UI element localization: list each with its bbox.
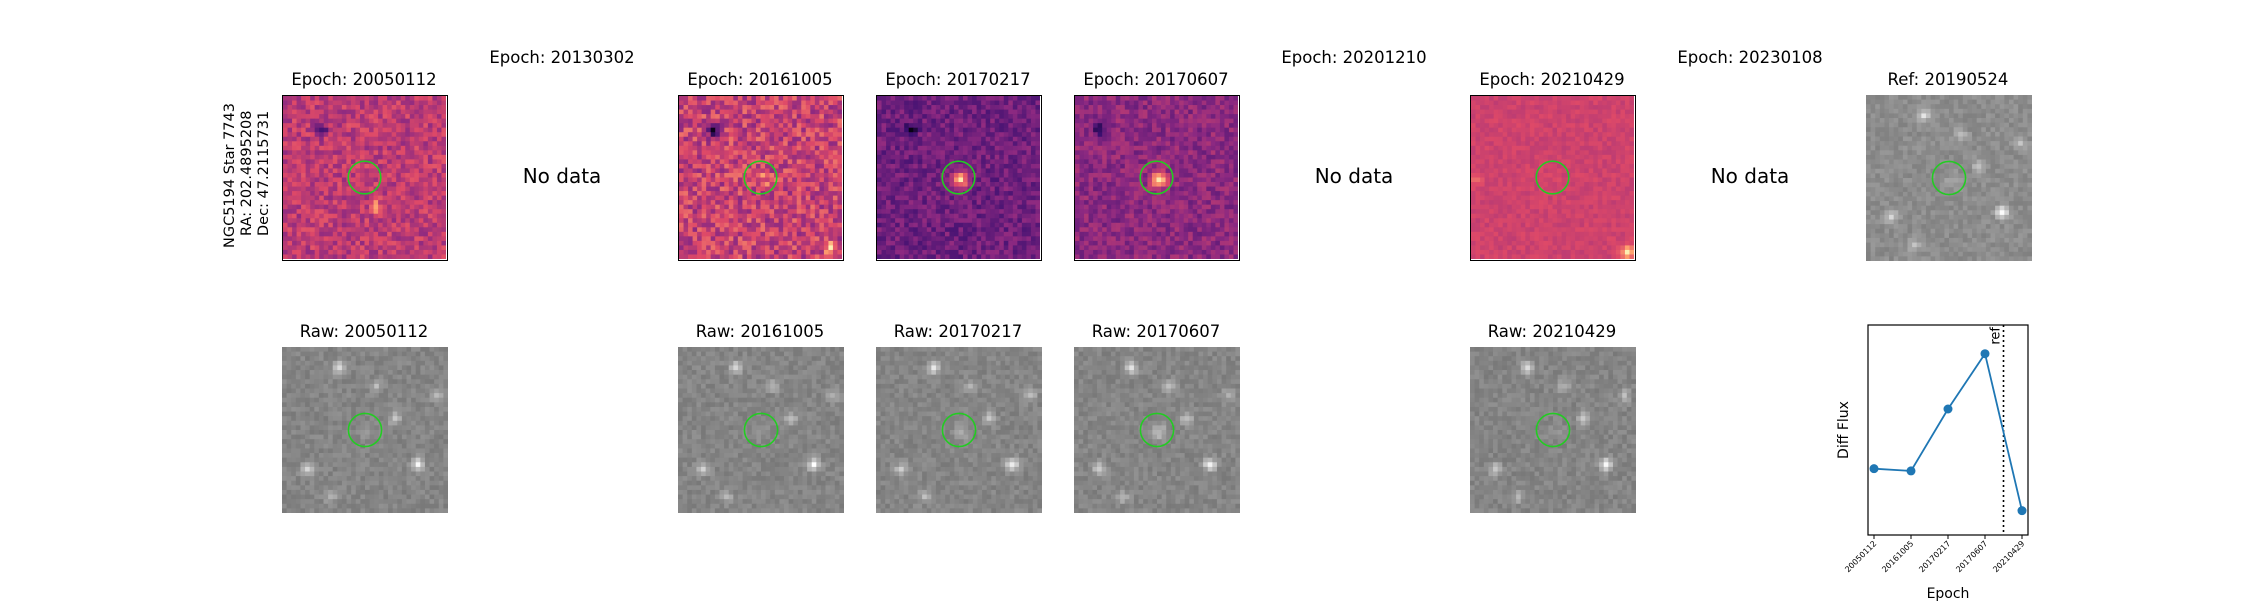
star-dec: Dec: 47.2115731 — [256, 111, 272, 236]
diff-title-8: Epoch: 20230108 — [1620, 48, 1880, 67]
pixel-grid — [1471, 96, 1634, 259]
diff-title-5: Epoch: 20170607 — [1026, 70, 1286, 89]
flux-point-20210429 — [2018, 506, 2027, 515]
pixel-grid — [1866, 95, 2032, 261]
flux-point-20170217 — [1944, 405, 1953, 414]
raw-image-20161005 — [678, 347, 844, 513]
diff-image-20170607 — [1074, 95, 1240, 261]
diff-title-6: Epoch: 20201210 — [1224, 48, 1484, 67]
diff-image-20050112 — [282, 95, 448, 261]
pixel-grid — [877, 96, 1040, 259]
raw-image-20170607 — [1074, 347, 1240, 513]
raw-title-5: Raw: 20210429 — [1422, 322, 1682, 341]
ref-image-20190524 — [1866, 95, 2032, 261]
diff-image-20170217 — [876, 95, 1042, 261]
pixel-grid — [283, 96, 446, 259]
raw-title-4: Raw: 20170607 — [1026, 322, 1286, 341]
pixel-grid — [1470, 347, 1636, 513]
pixel-grid — [678, 347, 844, 513]
star-name: NGC5194 Star 7743 — [222, 103, 238, 248]
flux-point-20050112 — [1870, 464, 1879, 473]
star-ra: RA: 202.4895208 — [239, 110, 255, 236]
pixel-grid — [876, 347, 1042, 513]
no-data-20230108: No data — [1650, 164, 1850, 188]
x-tick-label-20170607: 20170607 — [1954, 539, 1989, 574]
raw-image-20170217 — [876, 347, 1042, 513]
pixel-grid — [282, 347, 448, 513]
diff-title-2: Epoch: 20130302 — [432, 48, 692, 67]
diff-image-20161005 — [678, 95, 844, 261]
ref-line-label: ref — [1989, 327, 2004, 345]
diff-title-1: Epoch: 20050112 — [234, 70, 494, 89]
no-data-20130302: No data — [462, 164, 662, 188]
x-tick-label-20050112: 20050112 — [1843, 539, 1878, 574]
x-tick-label-20210429: 20210429 — [1991, 539, 2026, 574]
raw-image-20210429 — [1470, 347, 1636, 513]
x-tick-label-20161005: 20161005 — [1880, 539, 1915, 574]
flux-point-20161005 — [1907, 466, 1916, 475]
diff-title-7: Epoch: 20210429 — [1422, 70, 1682, 89]
diff-image-20210429 — [1470, 95, 1636, 261]
pixel-grid — [679, 96, 842, 259]
ref-title: Ref: 20190524 — [1818, 70, 2078, 89]
x-tick-label-20170217: 20170217 — [1917, 539, 1952, 574]
pixel-grid — [1074, 347, 1240, 513]
flux-point-20170607 — [1981, 349, 1990, 358]
raw-image-20050112 — [282, 347, 448, 513]
no-data-20201210: No data — [1254, 164, 1454, 188]
raw-title-1: Raw: 20050112 — [234, 322, 494, 341]
flux-series-line — [1874, 354, 2022, 511]
y-axis-label: Diff Flux — [1836, 401, 1852, 459]
pixel-grid — [1075, 96, 1238, 259]
